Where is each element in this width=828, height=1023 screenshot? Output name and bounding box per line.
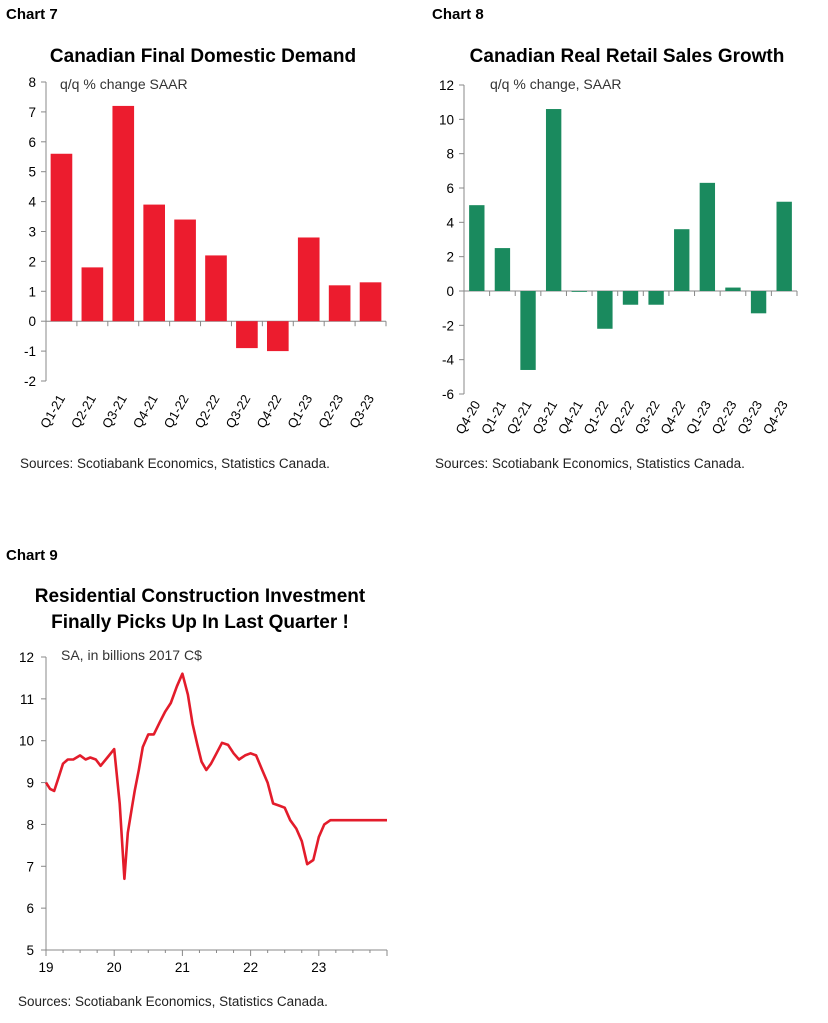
chart8-bar: [545, 109, 562, 292]
chart7-y-tick-label: 1: [28, 284, 36, 299]
chart8-y-tick-label: 2: [446, 250, 454, 265]
chart8-bar: [776, 201, 792, 291]
chart7-label: Chart 7: [6, 6, 58, 23]
chart8-bar: [597, 291, 613, 329]
chart8-y-tick-label: -4: [442, 353, 454, 368]
chart7-y-tick-label: 7: [28, 105, 36, 120]
chart8-source: Sources: Scotiabank Economics, Statistic…: [435, 456, 745, 471]
chart9-y-tick-label: 9: [26, 776, 34, 791]
chart7-bar: [328, 285, 351, 322]
chart9-x-tick-label: 22: [243, 960, 258, 975]
chart8-y-tick-label: 4: [446, 215, 454, 230]
chart9-y-tick-label: 8: [26, 817, 34, 832]
chart7-bar: [81, 267, 104, 322]
chart7-bar: [174, 219, 196, 322]
chart8-y-tick-label: -2: [442, 318, 454, 333]
chart7-y-tick-label: 6: [28, 135, 36, 150]
chart9-y-tick-label: 12: [19, 650, 34, 665]
chart7-bar: [143, 204, 165, 322]
chart7-y-tick-label: 5: [28, 165, 36, 180]
chart9-source: Sources: Scotiabank Economics, Statistic…: [18, 994, 328, 1009]
chart9-subtitle: SA, in billions 2017 C$: [61, 647, 202, 663]
chart7-y-tick-label: 0: [28, 314, 36, 329]
chart8-bar: [725, 287, 741, 291]
chart9-title: Residential Construction Investment: [35, 586, 366, 607]
chart9-y-tick-label: 10: [19, 734, 34, 749]
chart7-source: Sources: Scotiabank Economics, Statistic…: [20, 456, 330, 471]
chart8-bar: [699, 182, 716, 291]
chart8-bar: [520, 291, 536, 370]
chart7-subtitle: q/q % change SAAR: [60, 76, 188, 92]
chart7-y-tick-label: -2: [24, 374, 36, 389]
chart8-bar: [469, 205, 485, 291]
chart7-y-tick-label: 2: [28, 254, 36, 269]
chart8-label: Chart 8: [432, 6, 484, 23]
chart8-bar: [648, 291, 664, 305]
chart9-y-tick-label: 7: [26, 859, 34, 874]
chart9-x-tick-label: 19: [38, 960, 53, 975]
chart8-bar: [571, 291, 587, 292]
chart8-bar: [674, 229, 690, 291]
chart9-x-tick-label: 23: [311, 960, 326, 975]
chart7-bar: [297, 237, 320, 322]
chart8-bar: [750, 291, 767, 314]
chart9-series-line: [44, 672, 387, 881]
chart7-bar: [112, 105, 135, 322]
chart9-y-tick-label: 11: [20, 692, 34, 707]
chart7-bar: [205, 255, 227, 322]
chart8-y-tick-label: 0: [446, 284, 454, 299]
chart7-y-tick-label: 8: [28, 75, 36, 90]
chart8-y-tick-label: -6: [442, 387, 454, 402]
chart9-y-tick-label: 6: [26, 901, 34, 916]
chart7-y-tick-label: 4: [28, 195, 36, 210]
chart8-y-tick-label: 10: [439, 112, 454, 127]
chart8-bar: [622, 291, 639, 305]
chart8-bar: [494, 248, 511, 291]
chart8-subtitle: q/q % change, SAAR: [490, 76, 622, 92]
chart9-y-tick-label: 5: [26, 943, 34, 958]
chart9-x-tick-label: 21: [175, 960, 190, 975]
chart7-title: Canadian Final Domestic Demand: [50, 46, 356, 67]
chart7-bar: [236, 321, 258, 349]
chart7-y-tick-label: -1: [24, 344, 36, 359]
chart7-bar: [359, 282, 382, 322]
chart7-bar: [267, 321, 289, 352]
chart8-y-tick-label: 6: [446, 181, 454, 196]
chart8-y-tick-label: 12: [439, 78, 454, 93]
chart9-x-tick-label: 20: [107, 960, 122, 975]
chart9-title: Finally Picks Up In Last Quarter !: [51, 612, 349, 633]
chart8-y-tick-label: 8: [446, 147, 454, 162]
chart7-bar: [50, 153, 73, 322]
chart8-title: Canadian Real Retail Sales Growth: [470, 46, 785, 67]
chart7-y-tick-label: 3: [28, 225, 36, 240]
chart9-label: Chart 9: [6, 547, 58, 564]
